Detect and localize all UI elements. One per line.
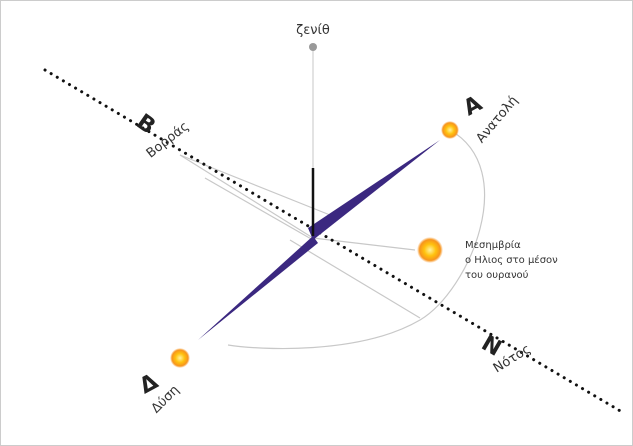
noon-line: Μεσημβρία xyxy=(465,239,521,251)
zenith-dot xyxy=(309,43,317,51)
sun-noon xyxy=(417,237,443,263)
sun-west xyxy=(170,348,190,368)
noon-line: ο Ηλιος στο μέσον xyxy=(465,254,558,266)
diagram: ζενίθ Β Βορράς Α Ανατολή Δ Δύση Ν Νότος … xyxy=(0,0,633,446)
sun-east xyxy=(441,121,459,139)
noon-line: του ουρανού xyxy=(465,269,529,281)
zenith-label: ζενίθ xyxy=(296,23,330,38)
